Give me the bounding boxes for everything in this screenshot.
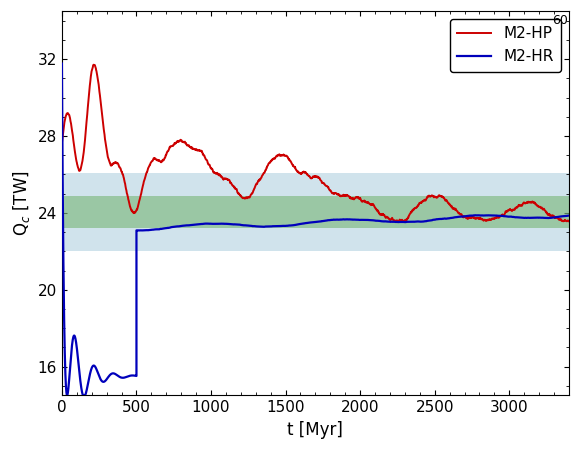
M2-HP	[400, 219, 407, 225]
M2-HP	[458, 212, 465, 217]
M2-HR	[59, 61, 66, 66]
X-axis label: t [Myr]: t [Myr]	[288, 421, 343, 439]
M2-HP	[305, 173, 312, 179]
Text: 60: 60	[553, 14, 568, 27]
M2-HP	[84, 105, 91, 110]
M2-HR	[62, 378, 69, 383]
M2-HR	[351, 217, 358, 222]
M2-HR	[228, 221, 235, 227]
M2-HP	[292, 165, 299, 171]
M2-HR	[187, 222, 194, 228]
M2-HR	[79, 393, 86, 398]
M2-HR	[566, 213, 572, 218]
M2-HP	[551, 215, 558, 220]
Line: M2-HR: M2-HR	[62, 63, 569, 396]
Y-axis label: Q$_c$ [TW]: Q$_c$ [TW]	[11, 171, 32, 236]
Legend: M2-HP, M2-HR: M2-HP, M2-HR	[450, 19, 561, 72]
Bar	[62, 172, 569, 252]
M2-HP	[59, 140, 66, 146]
M2-HR	[94, 369, 101, 375]
M2-HP	[90, 62, 97, 68]
Line: M2-HP: M2-HP	[62, 65, 569, 222]
Bar	[62, 196, 569, 228]
M2-HP	[566, 219, 572, 224]
M2-HP	[551, 214, 558, 220]
M2-HR	[521, 215, 528, 220]
